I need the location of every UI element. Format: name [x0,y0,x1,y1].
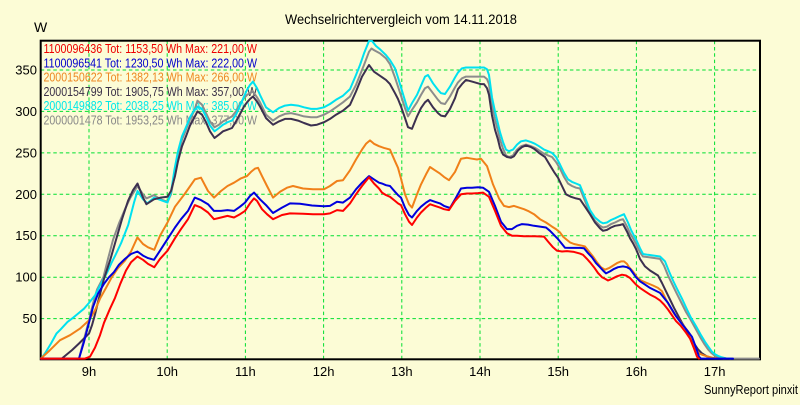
svg-text:9h: 9h [82,364,96,379]
svg-text:2000154799 Tot: 1905,75 Wh Max: 2000154799 Tot: 1905,75 Wh Max: 357,00 W [44,85,258,99]
svg-text:50: 50 [23,311,37,326]
svg-text:1100096541 Tot: 1230,50 Wh Max: 1100096541 Tot: 1230,50 Wh Max: 222,00 W [44,56,258,70]
svg-text:15h: 15h [547,364,569,379]
svg-text:250: 250 [15,145,37,160]
svg-text:2000150622 Tot: 1382,13 Wh Max: 2000150622 Tot: 1382,13 Wh Max: 266,00 W [44,71,258,85]
svg-text:1100096436 Tot: 1153,50 Wh Max: 1100096436 Tot: 1153,50 Wh Max: 221,00 W [44,42,258,56]
svg-text:Wechselrichtervergleich vom 14: Wechselrichtervergleich vom 14.11.2018 [285,11,517,27]
svg-text:200: 200 [15,187,37,202]
svg-text:16h: 16h [626,364,648,379]
svg-text:SunnyReport pinxit: SunnyReport pinxit [704,383,798,397]
svg-text:17h: 17h [704,364,726,379]
svg-text:300: 300 [15,104,37,119]
svg-text:11h: 11h [235,364,256,379]
svg-text:10h: 10h [156,364,178,379]
svg-text:150: 150 [15,228,37,243]
svg-text:13h: 13h [391,364,413,379]
svg-text:100: 100 [15,270,37,285]
svg-text:12h: 12h [313,364,335,379]
svg-text:W: W [34,19,48,35]
svg-text:2000149882 Tot: 2038,25 Wh Max: 2000149882 Tot: 2038,25 Wh Max: 385,00 W [44,99,258,113]
svg-text:350: 350 [15,63,37,78]
svg-text:14h: 14h [469,364,491,379]
